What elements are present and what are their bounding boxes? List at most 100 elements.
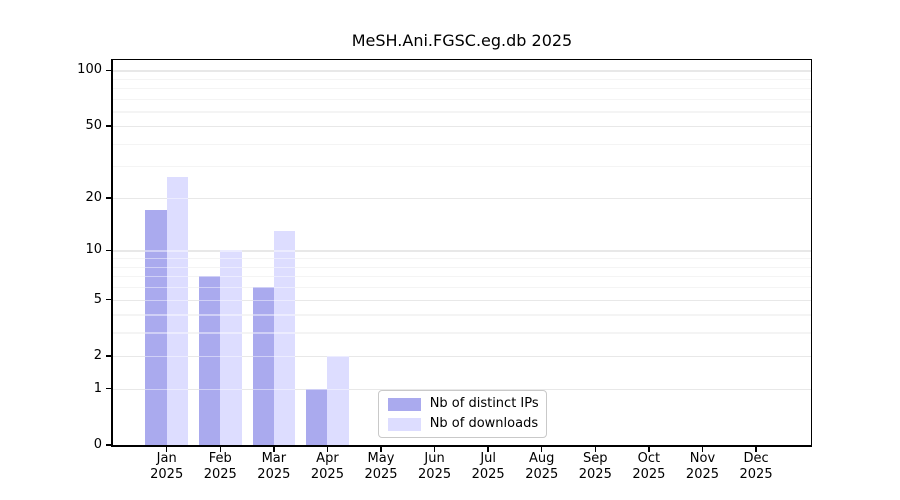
minor-gridline — [112, 314, 811, 316]
minor-gridline — [112, 98, 811, 101]
y-tick — [106, 125, 112, 127]
plot-border-right — [810, 58, 813, 447]
major-gridline-overlay — [112, 197, 811, 200]
minor-gridline-overlay — [112, 287, 811, 289]
legend: Nb of distinct IPs Nb of downloads — [377, 390, 547, 438]
x-tick — [219, 446, 222, 452]
y-tick-label: 100 — [77, 62, 102, 78]
legend-entry: Nb of downloads — [387, 416, 539, 432]
minor-gridline — [112, 276, 811, 278]
gridlines-under — [112, 60, 811, 445]
x-tick-label: Jun 2025 — [418, 451, 452, 482]
y-tick — [106, 355, 112, 357]
legend-label: Nb of distinct IPs — [429, 396, 539, 411]
minor-gridline-overlay — [112, 111, 811, 113]
major-gridline — [112, 125, 811, 128]
chart-title: MeSH.Ani.FGSC.eg.db 2025 — [351, 31, 573, 50]
major-gridline — [112, 355, 811, 357]
minor-gridline — [112, 78, 811, 81]
major-gridline-overlay — [112, 125, 811, 128]
x-tick-label: May 2025 — [364, 451, 398, 482]
x-tick-label: Feb 2025 — [203, 451, 237, 482]
minor-gridline-overlay — [112, 314, 811, 316]
minor-gridline — [112, 287, 811, 289]
y-axis-line — [111, 58, 113, 447]
minor-gridline — [112, 88, 811, 90]
bar-distinct-ips — [198, 276, 221, 445]
y-tick-label: 50 — [85, 117, 102, 133]
major-gridline-overlay — [112, 388, 811, 390]
bar-distinct-ips — [252, 287, 274, 445]
major-gridline — [112, 250, 811, 252]
minor-gridline-overlay — [112, 266, 811, 268]
x-tick-label: Jul 2025 — [471, 451, 505, 482]
x-tick-label: Dec 2025 — [739, 451, 773, 482]
y-tick — [106, 387, 112, 390]
x-tick-label: Apr 2025 — [310, 451, 344, 482]
x-tick-label: Oct 2025 — [632, 451, 666, 482]
x-tick — [380, 446, 382, 452]
major-gridline-overlay — [112, 355, 811, 357]
bar-distinct-ips — [306, 388, 328, 445]
minor-gridline-overlay — [112, 332, 811, 334]
minor-gridline-overlay — [112, 98, 811, 101]
y-tick-label: 1 — [93, 380, 102, 396]
x-tick — [755, 446, 757, 452]
y-tick — [106, 298, 112, 301]
minor-gridline — [112, 332, 811, 334]
x-tick-label: Mar 2025 — [257, 451, 291, 482]
x-tick — [433, 446, 436, 452]
bar-downloads — [327, 355, 349, 445]
bar-downloads — [166, 177, 188, 445]
minor-gridline — [112, 266, 811, 268]
bar-downloads — [273, 230, 296, 445]
minor-gridline-overlay — [112, 143, 811, 145]
x-tick — [594, 446, 597, 452]
major-gridline — [112, 388, 811, 390]
major-gridline-overlay — [112, 250, 811, 252]
x-tick — [326, 446, 329, 452]
plot-border-top — [111, 58, 813, 60]
minor-gridline — [112, 258, 811, 260]
minor-gridline-overlay — [112, 78, 811, 81]
x-tick — [648, 446, 650, 452]
bar-downloads — [220, 250, 242, 445]
x-tick-label: Nov 2025 — [685, 451, 720, 482]
major-gridline-overlay — [112, 299, 811, 301]
y-tick — [106, 249, 112, 252]
major-gridline — [112, 70, 811, 72]
minor-gridline — [112, 111, 811, 113]
x-tick — [165, 446, 168, 452]
major-gridline-overlay — [112, 70, 811, 72]
y-tick-label: 5 — [93, 291, 102, 307]
x-tick-label: Aug 2025 — [525, 451, 559, 482]
minor-gridline-overlay — [112, 166, 811, 168]
bar-distinct-ips — [145, 210, 167, 445]
legend-swatch-distinct-ips — [387, 397, 421, 411]
legend-label: Nb of downloads — [429, 416, 539, 431]
y-tick-label: 10 — [85, 242, 102, 258]
minor-gridline — [112, 143, 811, 145]
gridlines-over — [112, 60, 811, 445]
major-gridline — [112, 299, 811, 301]
x-tick-label: Jan 2025 — [150, 451, 184, 482]
y-tick — [106, 444, 112, 446]
y-tick-label: 20 — [85, 189, 102, 205]
x-tick — [487, 446, 489, 452]
legend-swatch-downloads — [387, 417, 421, 431]
major-gridline — [112, 197, 811, 200]
x-tick-label: Sep 2025 — [578, 451, 612, 482]
minor-gridline-overlay — [112, 258, 811, 260]
minor-gridline-overlay — [112, 88, 811, 90]
legend-entry: Nb of distinct IPs — [387, 396, 539, 412]
x-tick — [273, 446, 275, 452]
y-tick-label: 2 — [93, 347, 102, 363]
x-tick — [701, 446, 704, 452]
legend-rows: Nb of distinct IPs Nb of downloads — [387, 396, 539, 432]
plot-area: Nb of distinct IPs Nb of downloads — [111, 58, 813, 447]
y-tick — [106, 69, 112, 72]
bars-layer — [113, 60, 811, 445]
minor-gridline — [112, 166, 811, 168]
y-tick-label: 0 — [93, 437, 102, 452]
